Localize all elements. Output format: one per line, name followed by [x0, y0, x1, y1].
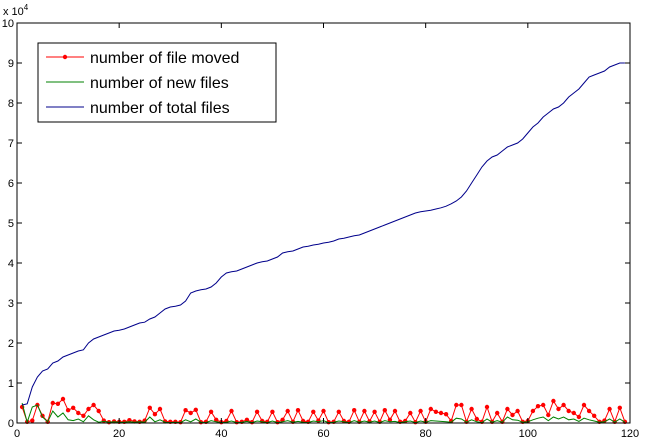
series-0-point-73 [392, 408, 398, 414]
series-0-point-111 [586, 408, 592, 414]
x-tick-label-5: 100 [519, 428, 537, 440]
series-0-point-15 [96, 408, 101, 414]
x-tick-label-2: 40 [215, 428, 227, 440]
series-0-point-76 [408, 410, 413, 416]
series-0-point-12 [81, 413, 86, 418]
y-tick-label-7: 7 [8, 138, 14, 150]
series-0-point-78 [418, 408, 423, 414]
series-0-point-27 [157, 406, 163, 412]
series-0-point-88 [469, 406, 474, 412]
legend: number of file moved number of new files… [37, 42, 277, 123]
series-0-point-91 [484, 404, 490, 410]
series-0-point-37 [208, 409, 214, 414]
series-0-point-67 [362, 408, 367, 414]
series-0-point-51 [280, 417, 285, 422]
x-tick-label-6: 120 [621, 428, 639, 440]
series-0-point-13 [86, 406, 91, 412]
series-0-point-2 [30, 418, 35, 423]
y-tick-label-2: 2 [8, 338, 14, 350]
series-0-point-11 [76, 410, 81, 416]
series-0-point-108 [571, 410, 576, 416]
series-0-point-103 [546, 412, 551, 418]
series-0-point-85 [454, 402, 459, 408]
y-tick-label-0: 0 [8, 418, 14, 430]
series-0-point-82 [438, 410, 444, 416]
series-0-point-49 [270, 409, 275, 414]
y-scale-label: x 104 [3, 3, 29, 18]
series-0-point-34 [193, 407, 198, 412]
series-line-2 [21, 62, 625, 406]
series-0-point-112 [592, 413, 597, 418]
series-0-point-81 [433, 409, 439, 414]
series-0-point-14 [91, 402, 96, 408]
series-0-point-110 [581, 402, 587, 408]
series-0-point-6 [50, 400, 55, 406]
series-0-point-107 [566, 408, 571, 414]
legend-label-new-files: number of new files [90, 75, 229, 92]
series-0-point-57 [311, 409, 316, 414]
series-0-point-83 [443, 412, 449, 417]
series-0-point-104 [551, 398, 556, 404]
series-0-point-89 [474, 416, 479, 422]
series-0-point-38 [214, 417, 219, 422]
series-0-point-109 [576, 414, 582, 420]
y-tick-label-1: 1 [8, 378, 14, 390]
legend-label-file-moved: number of file moved [90, 50, 239, 67]
series-0-point-93 [495, 410, 500, 416]
series-0-point-44 [244, 417, 250, 422]
ticks-layer: 0 20 40 60 80 100 120 0 1 2 3 4 5 6 7 8 9 10 [2, 18, 639, 440]
series-0-point-7 [55, 401, 61, 406]
y-tick-label-9: 9 [8, 58, 14, 70]
series-0-point-100 [530, 408, 536, 414]
y-scale-note: x 10 [3, 6, 24, 18]
series-0-point-32 [183, 408, 188, 413]
series-0-point-26 [152, 412, 158, 417]
series-0-point-41 [229, 408, 234, 414]
series-0-point-96 [510, 412, 515, 418]
series-0-point-68 [367, 419, 372, 424]
legend-marker-file-moved [62, 54, 68, 60]
series-0-point-72 [387, 417, 393, 422]
y-tick-label-10: 10 [2, 18, 14, 30]
series-0-point-9 [65, 408, 71, 413]
series-0-point-106 [561, 402, 566, 408]
series-0-point-69 [372, 409, 377, 414]
series-0-point-117 [617, 405, 622, 410]
series-0-point-62 [336, 409, 341, 414]
series-0-point-46 [254, 409, 260, 414]
series-0-point-59 [321, 408, 326, 414]
series-0-point-65 [352, 408, 357, 413]
x-tick-label-3: 60 [317, 428, 329, 440]
series-0-point-80 [428, 406, 433, 412]
series-0-point-86 [459, 402, 464, 408]
series-0-point-71 [382, 408, 387, 413]
y-tick-label-3: 3 [8, 298, 14, 310]
y-tick-label-6: 6 [8, 178, 14, 190]
x-tick-label-0: 0 [14, 428, 20, 440]
series-0-point-25 [147, 405, 152, 410]
series-0-point-115 [607, 406, 612, 412]
series-layer [19, 62, 628, 425]
y-tick-label-5: 5 [8, 218, 14, 230]
series-0-point-101 [535, 404, 541, 409]
x-tick-label-1: 20 [113, 428, 125, 440]
legend-label-total-files: number of total files [90, 100, 230, 117]
series-0-point-97 [515, 408, 520, 414]
y-tick-label-4: 4 [8, 258, 14, 270]
series-0-point-10 [71, 405, 76, 410]
y-scale-exponent: 4 [24, 3, 29, 12]
x-tick-label-4: 80 [420, 428, 432, 440]
series-0-point-8 [60, 396, 66, 402]
series-0-point-33 [188, 410, 193, 416]
series-0-point-102 [541, 402, 546, 408]
series-0-point-54 [295, 408, 301, 413]
series-0-point-52 [285, 408, 290, 414]
series-0-point-95 [505, 406, 510, 412]
y-tick-label-8: 8 [8, 98, 14, 110]
series-0-point-105 [556, 406, 561, 412]
series-0-point-21 [127, 418, 132, 423]
